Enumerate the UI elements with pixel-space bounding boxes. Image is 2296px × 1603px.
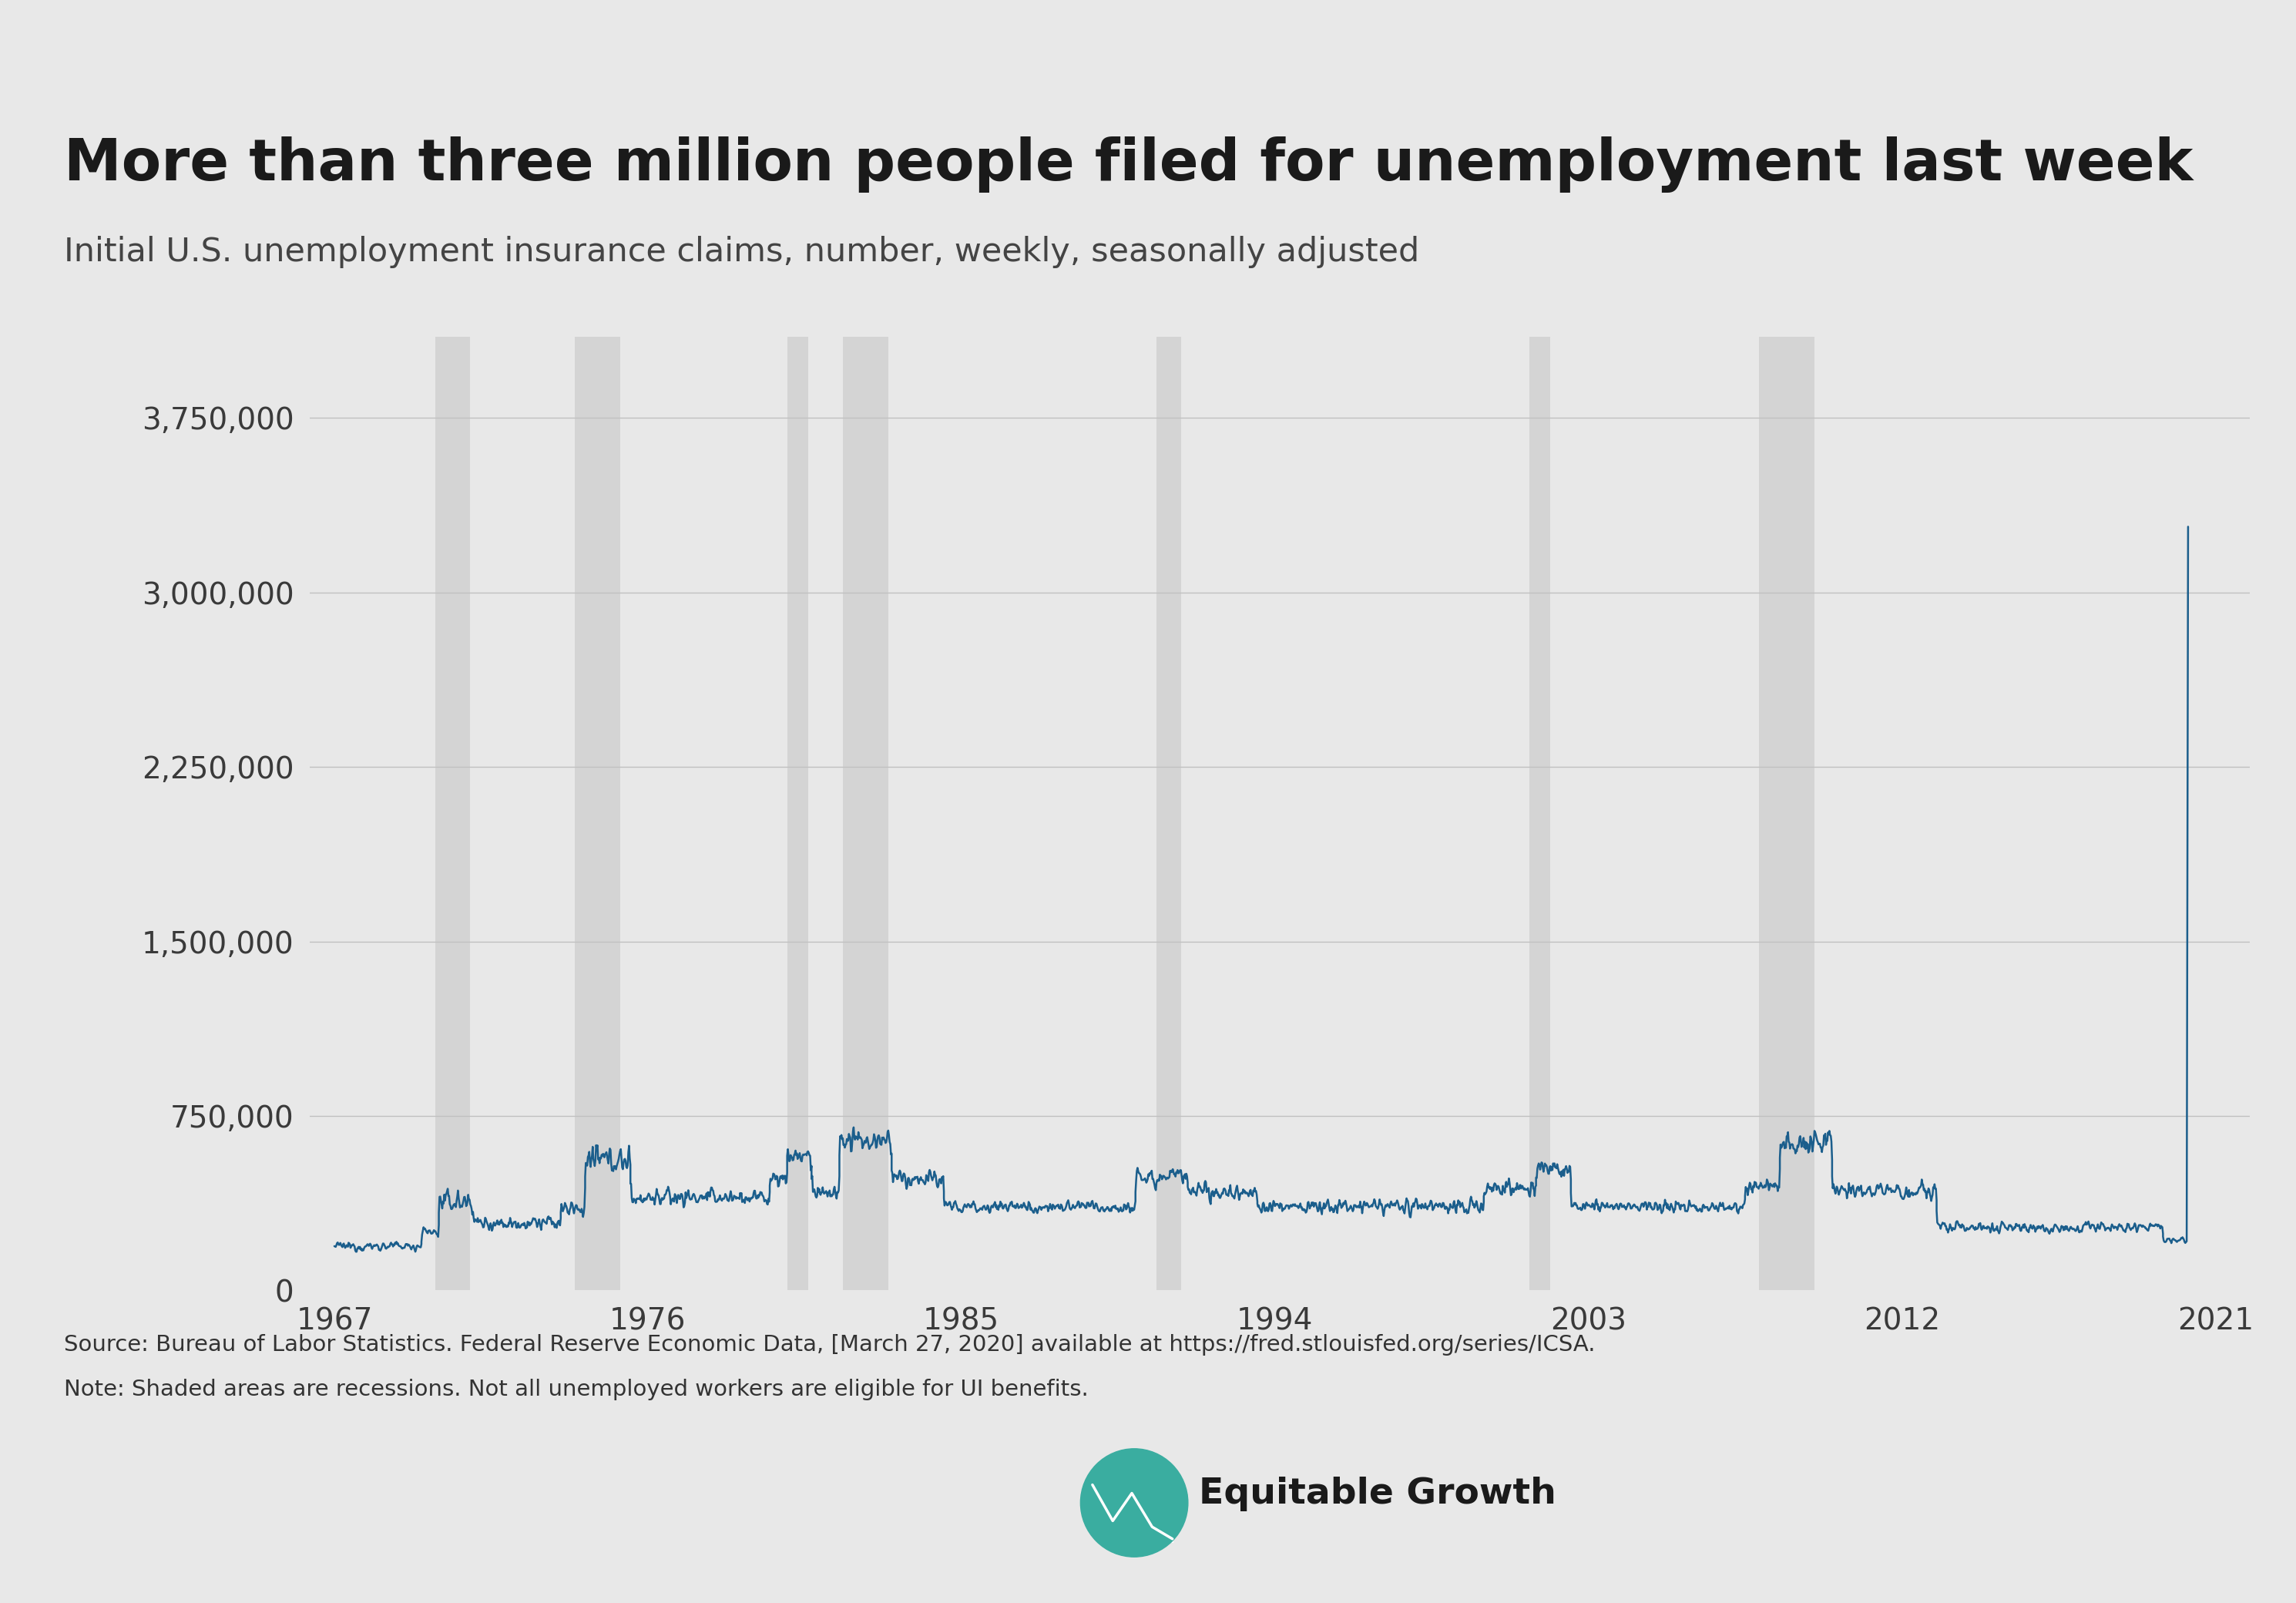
Bar bbox=[436, 337, 471, 1290]
Text: More than three million people filed for unemployment last week: More than three million people filed for… bbox=[64, 136, 2193, 192]
Bar bbox=[1157, 337, 1180, 1290]
Text: Initial U.S. unemployment insurance claims, number, weekly, seasonally adjusted: Initial U.S. unemployment insurance clai… bbox=[64, 236, 1419, 268]
Bar bbox=[1759, 337, 1814, 1290]
Text: Note: Shaded areas are recessions. Not all unemployed workers are eligible for U: Note: Shaded areas are recessions. Not a… bbox=[64, 1379, 1088, 1399]
Bar bbox=[1529, 337, 1550, 1290]
Text: Source: Bureau of Labor Statistics. Federal Reserve Economic Data, [March 27, 20: Source: Bureau of Labor Statistics. Fede… bbox=[64, 1334, 1596, 1355]
Bar bbox=[574, 337, 620, 1290]
Text: Equitable Growth: Equitable Growth bbox=[1199, 1476, 1557, 1512]
Bar bbox=[843, 337, 889, 1290]
Circle shape bbox=[1081, 1449, 1187, 1557]
Bar bbox=[788, 337, 808, 1290]
